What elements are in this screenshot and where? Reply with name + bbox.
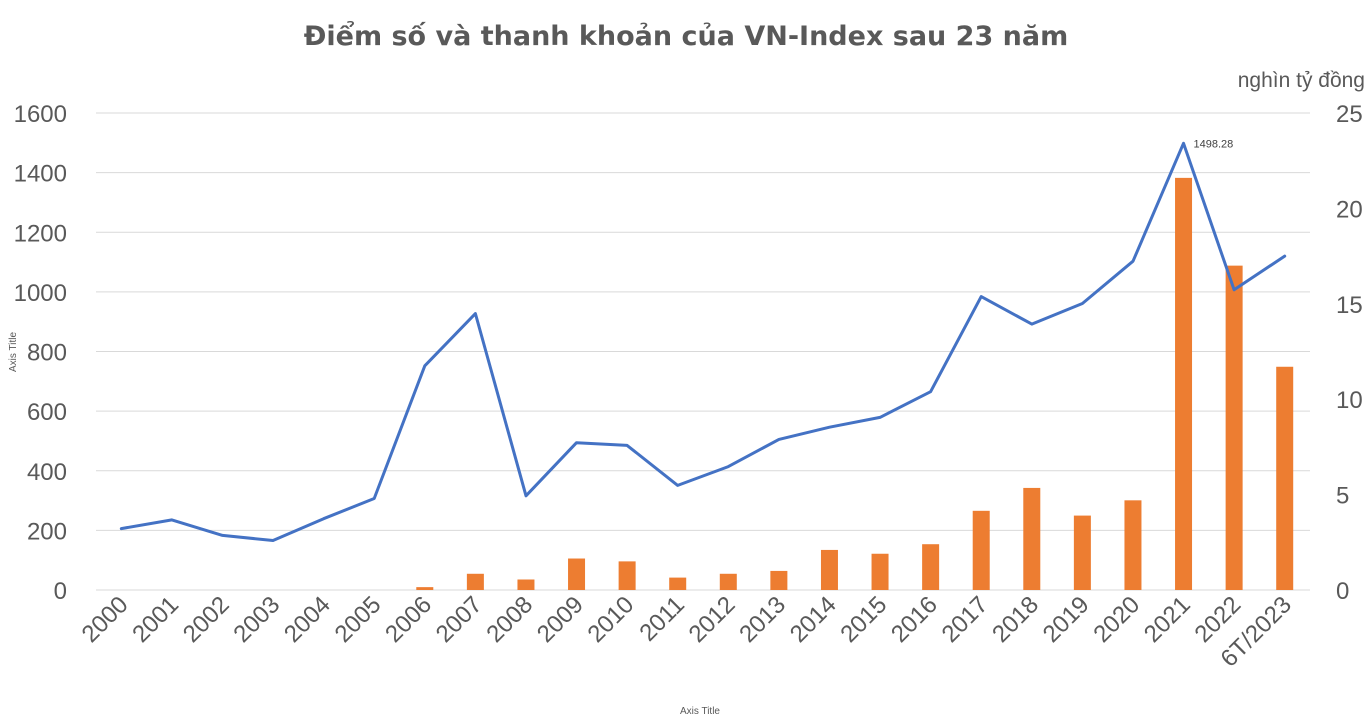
right-axis-ticks: 0 5 10 15 20 25 (1336, 101, 1363, 605)
x-tick-label: 2013 (734, 591, 791, 648)
line-series (119, 141, 1287, 542)
x-tick-label: 2020 (1088, 591, 1145, 648)
left-tick-label: 0 (54, 578, 67, 605)
x-tick-label: 2018 (987, 591, 1044, 648)
x-tick-label: 2011 (634, 591, 690, 647)
bar (871, 553, 889, 590)
bar (416, 587, 434, 590)
left-tick-label: 400 (27, 459, 67, 486)
right-tick-label: 20 (1336, 196, 1363, 223)
bar (669, 577, 687, 590)
bar (820, 549, 838, 590)
chart-title: Điểm số và thanh khoản của VN-Index sau … (304, 19, 1068, 52)
bar (618, 561, 636, 590)
x-tick-label: 2002 (178, 591, 235, 648)
y-axis-title: Axis Title (8, 332, 19, 372)
data-label: 1498.28 (1194, 138, 1234, 150)
left-tick-label: 200 (27, 518, 67, 545)
x-tick-label: 2007 (431, 591, 488, 648)
index-line (119, 141, 1287, 542)
x-tick-label: 2012 (684, 591, 741, 648)
x-tick-label: 2003 (228, 591, 285, 648)
x-tick-label: 2014 (785, 591, 842, 648)
x-tick-label: 2010 (583, 591, 640, 648)
x-tick-label: 2009 (532, 591, 589, 648)
bar (1276, 366, 1294, 590)
left-tick-label: 1400 (14, 161, 67, 188)
left-axis-ticks: 0 200 400 600 800 1000 1200 1400 1600 (14, 101, 67, 605)
bar (972, 510, 990, 590)
bar (1225, 265, 1243, 590)
data-labels: 1498.28 (1194, 138, 1234, 150)
bar-series (416, 177, 1294, 590)
x-tick-label: 2001 (127, 591, 184, 648)
right-tick-label: 5 (1336, 483, 1349, 510)
left-tick-label: 800 (27, 340, 67, 367)
right-tick-label: 10 (1336, 387, 1363, 414)
left-tick-label: 600 (27, 399, 67, 426)
x-tick-label: 2006 (380, 591, 437, 648)
bar (466, 573, 484, 590)
bar (1073, 515, 1091, 590)
x-tick-label: 2016 (886, 591, 943, 648)
bar (568, 558, 586, 590)
left-tick-label: 1200 (14, 220, 67, 247)
bar (517, 579, 535, 590)
bar (1023, 487, 1041, 590)
right-tick-label: 25 (1336, 101, 1363, 128)
x-tick-label: 2017 (937, 591, 994, 648)
x-tick-label: 2004 (279, 591, 336, 648)
x-tick-label: 2008 (481, 591, 538, 648)
bar (1124, 500, 1142, 590)
x-axis-ticks: 2000200120022003200420052006200720082009… (77, 591, 1297, 672)
right-tick-label: 15 (1336, 292, 1363, 319)
bar (922, 544, 940, 590)
x-tick-label: 2000 (77, 591, 134, 648)
left-tick-label: 1000 (14, 280, 67, 307)
bar (770, 570, 788, 590)
x-tick-label: 2021 (1139, 591, 1196, 648)
bar (719, 573, 737, 590)
x-tick-label: 2005 (330, 591, 387, 648)
x-tick-label: 2019 (1038, 591, 1095, 648)
left-tick-label: 1600 (14, 101, 67, 128)
x-axis-title: Axis Title (680, 706, 720, 717)
x-tick-label: 2015 (835, 591, 892, 648)
right-axis-unit: nghìn tỷ đồng (1238, 69, 1365, 92)
right-tick-label: 0 (1336, 578, 1349, 605)
bar (1175, 177, 1193, 590)
